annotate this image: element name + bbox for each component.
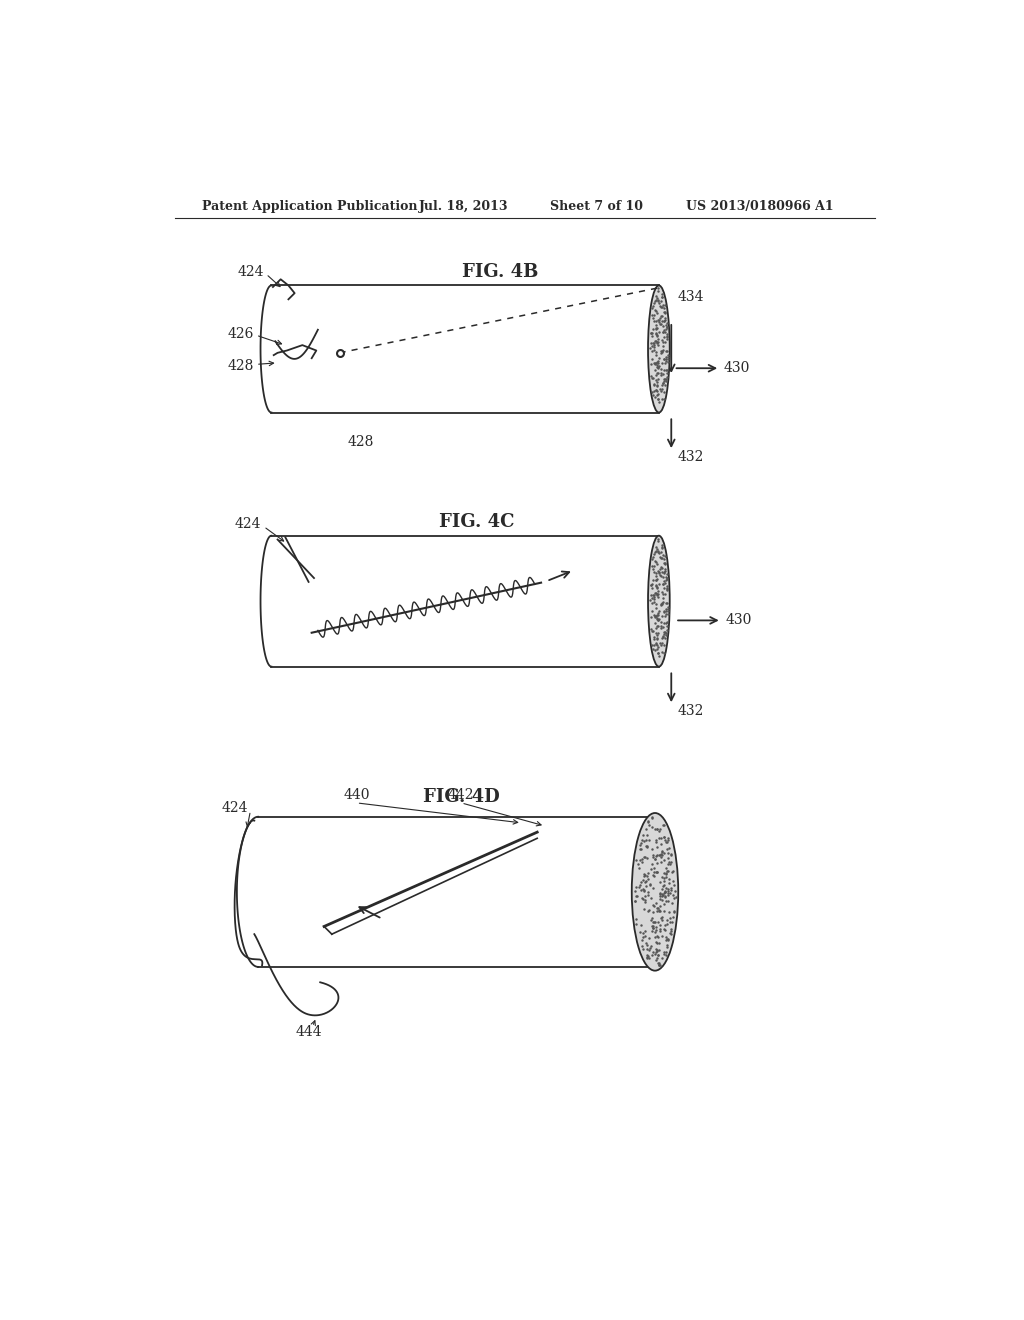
Text: 424: 424 xyxy=(234,517,261,531)
Text: 434: 434 xyxy=(678,290,703,304)
Text: Patent Application Publication: Patent Application Publication xyxy=(202,199,417,213)
Text: 428: 428 xyxy=(347,434,374,449)
Ellipse shape xyxy=(648,285,670,413)
Text: 442: 442 xyxy=(449,788,474,803)
Text: Jul. 18, 2013: Jul. 18, 2013 xyxy=(419,199,508,213)
Text: 424: 424 xyxy=(221,800,248,814)
Text: 432: 432 xyxy=(678,450,703,465)
Text: US 2013/0180966 A1: US 2013/0180966 A1 xyxy=(686,199,834,213)
Text: FIG. 4B: FIG. 4B xyxy=(462,264,539,281)
Ellipse shape xyxy=(632,813,678,970)
Text: FIG. 4D: FIG. 4D xyxy=(423,788,500,807)
Text: 424: 424 xyxy=(238,264,263,279)
Text: 430: 430 xyxy=(726,614,752,627)
Text: 432: 432 xyxy=(678,705,703,718)
Text: 430: 430 xyxy=(724,362,751,375)
Ellipse shape xyxy=(648,536,670,667)
Text: 428: 428 xyxy=(227,359,254,374)
Text: 426: 426 xyxy=(227,326,254,341)
Text: 444: 444 xyxy=(295,1026,322,1039)
Text: Sheet 7 of 10: Sheet 7 of 10 xyxy=(550,199,643,213)
Text: FIG. 4C: FIG. 4C xyxy=(439,513,514,531)
Text: 440: 440 xyxy=(343,788,370,803)
